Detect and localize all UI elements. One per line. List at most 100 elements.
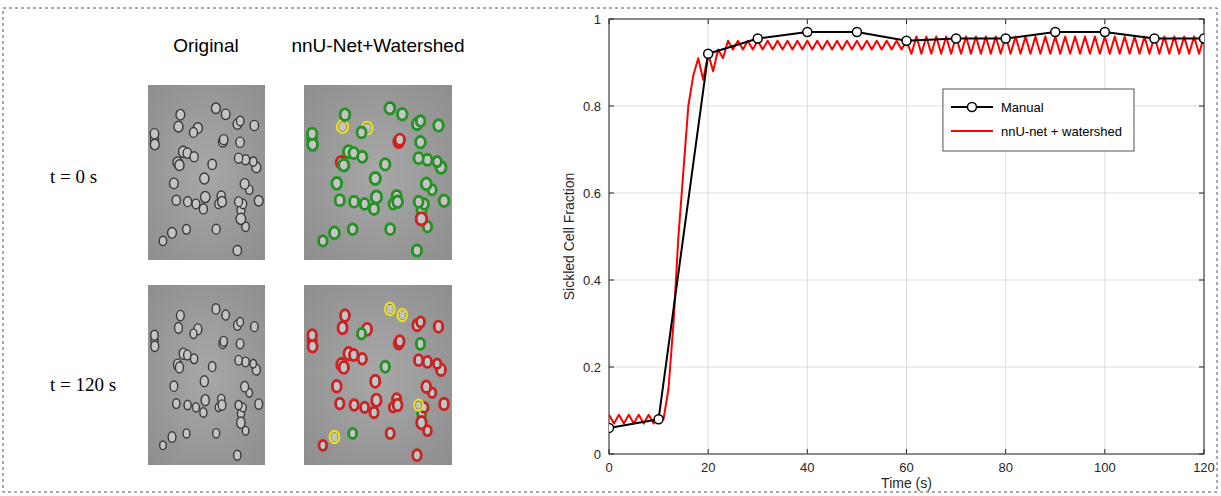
series-marker: [609, 423, 614, 432]
cell: [251, 322, 258, 332]
legend-marker: [967, 103, 976, 112]
tick-label-y: 0.2: [583, 360, 601, 375]
micrograph-background: [304, 285, 452, 465]
cell: [174, 121, 183, 132]
cell-outline: [360, 402, 369, 413]
cell: [414, 153, 422, 163]
cell: [350, 350, 357, 360]
series-marker: [902, 36, 911, 45]
series-line: [609, 36, 1204, 423]
series-line: [609, 32, 1204, 428]
cell: [417, 339, 424, 349]
cell-outline: [360, 198, 369, 209]
cell: [184, 197, 192, 207]
tick-x: [807, 449, 808, 454]
tick-label-x: 0: [605, 460, 612, 475]
series-marker: [1001, 34, 1010, 43]
cell-outline: [433, 156, 442, 167]
cell-outline: [338, 322, 348, 334]
cell-outline: [340, 109, 350, 121]
cell-outline: [371, 394, 381, 407]
grid-line-x: [1005, 19, 1006, 454]
cell: [250, 360, 256, 368]
cell: [398, 109, 407, 119]
cell-outline: [348, 224, 357, 235]
legend-box: [943, 89, 1134, 151]
cell-outline: [412, 245, 422, 257]
cell: [235, 197, 243, 207]
cell: [415, 400, 422, 409]
cell: [150, 129, 158, 139]
cell: [208, 362, 215, 372]
cell: [330, 228, 339, 239]
cell-outline: [332, 380, 341, 392]
cell-outline: [414, 400, 423, 411]
cell: [211, 103, 220, 114]
tick-x-top: [906, 19, 907, 24]
cell: [213, 429, 220, 438]
cell: [176, 109, 185, 120]
tick-x: [708, 449, 709, 454]
cell-outline: [357, 127, 367, 138]
cell: [336, 195, 344, 205]
series-marker: [803, 28, 812, 37]
cell: [237, 417, 245, 428]
cell: [236, 137, 244, 147]
plot-frame: [609, 19, 1204, 454]
tick-y: [609, 280, 614, 281]
cell: [416, 137, 424, 147]
tick-x: [906, 449, 907, 454]
tick-x-top: [708, 19, 709, 24]
tick-y: [609, 367, 614, 368]
grid-line-y: [609, 367, 1204, 368]
tick-y-right: [1199, 106, 1204, 107]
cell-outline: [385, 102, 395, 114]
chart: 02040608010012000.20.40.60.81Time (s)Sic…: [561, 12, 1215, 492]
cell: [236, 116, 244, 126]
cell-outline: [414, 196, 423, 207]
cell-outline: [330, 431, 339, 443]
cell: [381, 159, 389, 169]
cell: [332, 178, 341, 189]
cell: [417, 116, 425, 126]
cell-outline: [385, 303, 394, 315]
legend-label: nnU-net + watershed: [1001, 124, 1122, 139]
cell-outline: [416, 338, 425, 350]
cell-outline: [357, 151, 367, 163]
cell: [250, 157, 257, 166]
cell: [333, 381, 341, 391]
cell: [398, 310, 406, 320]
tick-label-x: 20: [701, 460, 715, 475]
cell: [172, 195, 180, 205]
x-axis-title: Time (s): [881, 475, 932, 491]
cell: [250, 120, 258, 130]
cell: [370, 408, 377, 417]
cell: [200, 408, 207, 417]
cell: [190, 354, 197, 364]
cell-outline: [307, 128, 317, 140]
cell: [319, 236, 326, 245]
cell-outline: [308, 329, 317, 341]
cell: [350, 197, 358, 207]
cell: [173, 399, 180, 409]
column-title: nnU-Net+Watershed: [291, 35, 464, 56]
cell-outline: [434, 321, 443, 333]
tick-label-x: 100: [1094, 460, 1116, 475]
cell: [184, 400, 191, 409]
micrograph-background: [304, 85, 452, 260]
cell: [386, 224, 394, 234]
cell: [349, 429, 356, 438]
cell: [396, 336, 403, 346]
cell: [422, 179, 431, 190]
micrograph: [148, 285, 265, 465]
cell: [175, 362, 183, 373]
cell: [417, 318, 424, 327]
tick-label-y: 0: [594, 447, 601, 462]
cell-outline: [358, 353, 367, 364]
cell: [359, 354, 366, 364]
cell: [218, 196, 227, 207]
tick-x-top: [807, 19, 808, 24]
y-axis-title: Sickled Cell Fraction: [561, 173, 577, 301]
cell: [422, 381, 430, 391]
cell: [434, 360, 440, 368]
